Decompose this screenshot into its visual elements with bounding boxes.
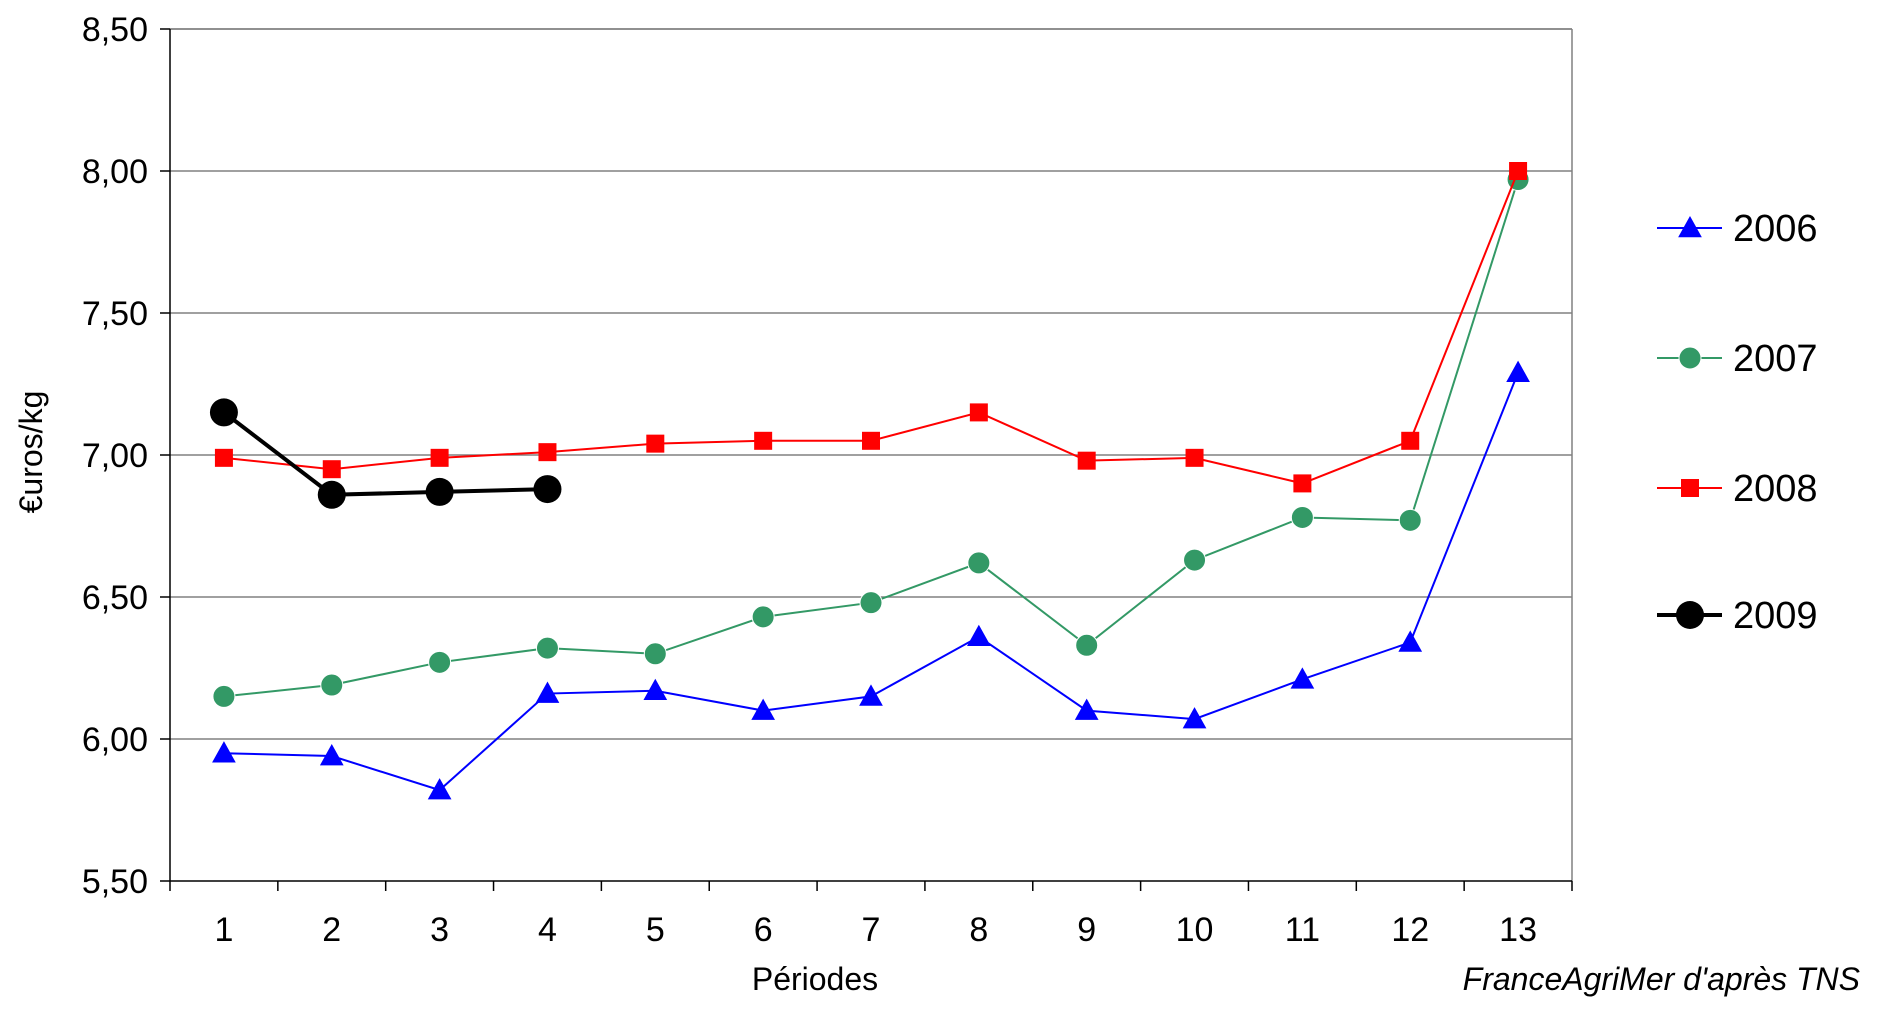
data-point-2007 bbox=[751, 605, 775, 629]
data-point-2007 bbox=[212, 684, 236, 708]
data-point-2009 bbox=[425, 477, 454, 506]
legend-label-2008: 2008 bbox=[1733, 468, 1818, 510]
data-point-2006 bbox=[1398, 630, 1423, 652]
legend-marker-2008 bbox=[1681, 479, 1699, 497]
data-point-2006 bbox=[1290, 667, 1315, 689]
x-tick-label: 12 bbox=[1391, 911, 1429, 949]
y-tick-label: 6,00 bbox=[82, 721, 148, 759]
data-point-2009 bbox=[533, 475, 562, 504]
data-point-2008 bbox=[646, 434, 665, 453]
data-point-2007 bbox=[1398, 508, 1422, 532]
data-point-2008 bbox=[538, 443, 557, 462]
x-tick-label: 7 bbox=[862, 911, 881, 949]
data-point-2007 bbox=[859, 591, 883, 615]
data-point-2008 bbox=[1185, 448, 1204, 467]
data-point-2006 bbox=[319, 744, 344, 766]
data-point-2007 bbox=[320, 673, 344, 697]
x-axis-title: Périodes bbox=[752, 961, 878, 997]
data-point-2008 bbox=[430, 448, 449, 467]
data-point-2006 bbox=[751, 698, 776, 720]
data-point-2007 bbox=[1290, 505, 1314, 529]
legend-label-2009: 2009 bbox=[1733, 595, 1818, 637]
x-tick-label: 4 bbox=[538, 911, 557, 949]
source-note: FranceAgriMer d'après TNS bbox=[1463, 961, 1860, 997]
x-tick-label: 6 bbox=[754, 911, 773, 949]
x-tick-label: 2 bbox=[322, 911, 341, 949]
data-point-2006 bbox=[1182, 707, 1207, 729]
data-point-2008 bbox=[322, 460, 341, 479]
data-point-2007 bbox=[1183, 548, 1207, 572]
data-point-2008 bbox=[1401, 431, 1420, 450]
y-tick-label: 8,50 bbox=[82, 11, 148, 49]
legend-marker-2009 bbox=[1676, 601, 1704, 629]
data-point-2008 bbox=[1293, 474, 1312, 493]
x-tick-label: 13 bbox=[1499, 911, 1537, 949]
x-tick-label: 10 bbox=[1176, 911, 1214, 949]
legend-marker-2006 bbox=[1678, 215, 1702, 238]
data-point-2008 bbox=[969, 403, 988, 422]
legend-label-2006: 2006 bbox=[1733, 208, 1818, 250]
data-point-2006 bbox=[1074, 698, 1099, 720]
data-point-2006 bbox=[859, 684, 883, 706]
y-tick-label: 6,50 bbox=[82, 579, 148, 617]
x-tick-label: 8 bbox=[969, 911, 988, 949]
data-point-2006 bbox=[535, 681, 560, 703]
y-tick-label: 7,00 bbox=[82, 437, 148, 475]
data-point-2006 bbox=[966, 624, 991, 647]
data-point-2007 bbox=[643, 642, 667, 666]
series-line-2009 bbox=[222, 410, 548, 497]
data-point-2007 bbox=[535, 636, 559, 660]
legend-marker-2007 bbox=[1678, 346, 1702, 370]
data-point-2007 bbox=[428, 650, 452, 674]
data-point-2009 bbox=[209, 398, 238, 427]
legend-label-2007: 2007 bbox=[1733, 338, 1818, 380]
y-axis-title: €uros/kg bbox=[13, 391, 49, 514]
y-tick-label: 8,00 bbox=[82, 153, 148, 191]
data-point-2006 bbox=[212, 741, 236, 763]
x-tick-label: 9 bbox=[1077, 911, 1096, 949]
data-point-2008 bbox=[862, 431, 880, 450]
x-tick-label: 5 bbox=[646, 911, 665, 949]
data-point-2008 bbox=[1077, 451, 1096, 470]
data-point-2008 bbox=[1509, 162, 1528, 180]
x-tick-label: 11 bbox=[1285, 911, 1320, 949]
data-point-2008 bbox=[214, 448, 233, 467]
y-tick-label: 7,50 bbox=[82, 295, 148, 333]
data-point-2007 bbox=[1075, 633, 1099, 657]
data-point-2009 bbox=[317, 480, 346, 509]
data-point-2008 bbox=[754, 431, 773, 450]
data-point-2006 bbox=[1506, 360, 1530, 382]
data-point-2006 bbox=[643, 678, 668, 701]
x-tick-label: 3 bbox=[430, 911, 449, 949]
x-tick-label: 1 bbox=[214, 911, 233, 949]
data-point-2007 bbox=[967, 551, 991, 575]
y-tick-label: 5,50 bbox=[82, 863, 148, 901]
data-point-2006 bbox=[427, 778, 452, 800]
